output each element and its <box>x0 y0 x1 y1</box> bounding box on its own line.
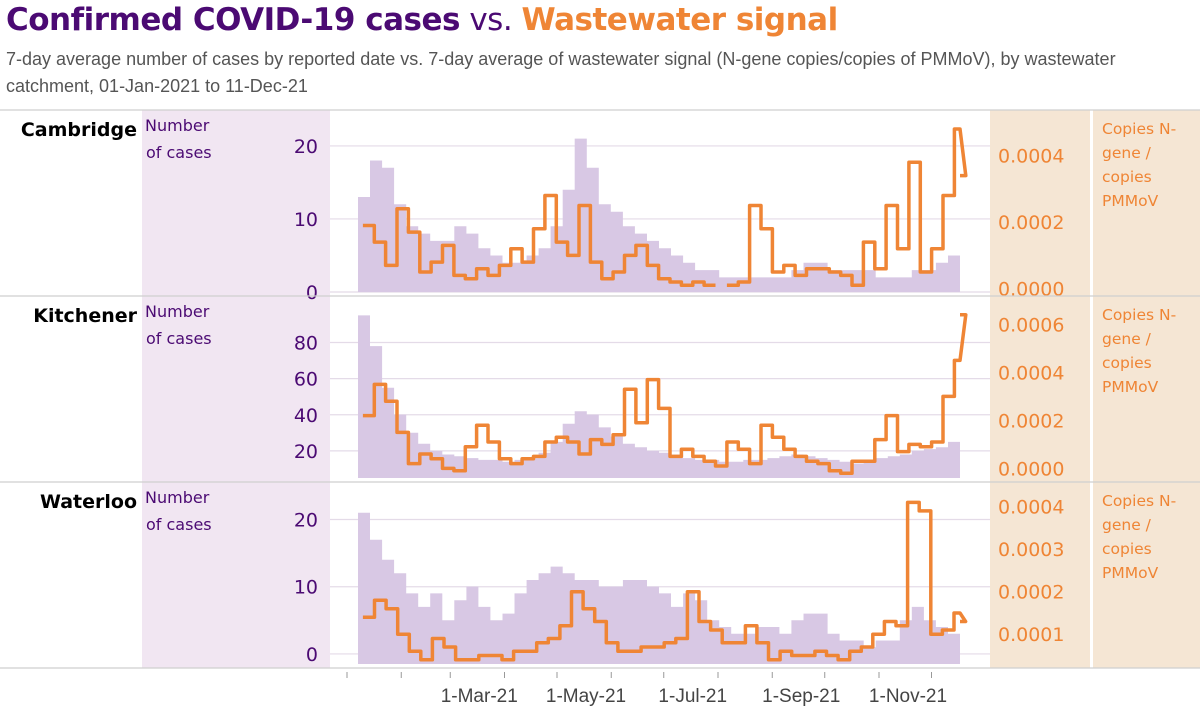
y-tick-label: 20 <box>294 510 318 532</box>
x-tick-label: 1-Jul-21 <box>658 686 727 707</box>
y2-axis-title: copies <box>1102 540 1152 558</box>
y-tick-label: 20 <box>294 441 318 463</box>
x-tick-label: 1-May-21 <box>546 686 626 707</box>
y2-tick-label: 0.0002 <box>998 212 1064 234</box>
y2-axis-title: gene / <box>1102 516 1152 534</box>
y2-tick-label: 0.0000 <box>998 458 1064 480</box>
y-axis-title: Number <box>145 116 210 135</box>
wastewater-line <box>362 313 968 475</box>
y2-axis-title: gene / <box>1102 330 1152 348</box>
y2-tick-label: 0.0002 <box>998 582 1064 604</box>
wastewater-line <box>362 127 968 288</box>
y2-tick-label: 0.0003 <box>998 539 1064 561</box>
y-axis-title: of cases <box>146 329 212 348</box>
chart-title: Confirmed COVID-19 cases vs. Wastewater … <box>6 2 838 38</box>
y-tick-label: 0 <box>306 282 318 304</box>
right-axis-band <box>990 110 1090 668</box>
y-tick-label: 80 <box>294 333 318 355</box>
left-axis-band <box>142 110 330 668</box>
panel-kitchener: 20 40 60 80 0.0000 0.0002 0.0004 0.0006 Kitchene… <box>0 302 1200 483</box>
y2-tick-label: 0.0004 <box>998 497 1064 519</box>
y-tick-label: 0 <box>306 644 318 666</box>
y2-tick-label: 0.0000 <box>998 279 1064 301</box>
y2-axis-title: Copies N- <box>1102 492 1176 510</box>
row-label-cambridge: Cambridge <box>21 119 137 141</box>
cases-area <box>358 138 960 292</box>
y2-axis-title: Copies N- <box>1102 120 1176 138</box>
title-cases: Confirmed COVID-19 cases <box>6 2 460 38</box>
y-tick-label: 10 <box>294 577 318 599</box>
wastewater-line <box>362 500 968 662</box>
row-label-waterloo: Waterloo <box>40 491 137 513</box>
y2-axis-title: PMMoV <box>1102 192 1159 210</box>
y2-axis-title: gene / <box>1102 144 1152 162</box>
y-axis-title: Number <box>145 302 210 321</box>
y2-axis-title: PMMoV <box>1102 378 1159 396</box>
y-axis-title: Number <box>145 488 210 507</box>
row-label-kitchener: Kitchener <box>33 305 137 327</box>
y-tick-label: 10 <box>294 209 318 231</box>
panel-cambridge: 0 10 20 0.0000 0.0002 0.0004 Cambridge Number of… <box>0 116 1200 304</box>
y2-tick-label: 0.0006 <box>998 314 1064 336</box>
y2-axis-title: copies <box>1102 168 1152 186</box>
y-axis-title: of cases <box>146 143 212 162</box>
x-tick-label: 1-Sep-21 <box>762 686 840 707</box>
title-vs: vs. <box>459 2 522 38</box>
cases-area <box>358 512 960 664</box>
y-tick-label: 40 <box>294 405 318 427</box>
right-label-band <box>1093 110 1200 668</box>
y2-tick-label: 0.0002 <box>998 410 1064 432</box>
x-tick-label: 1-Mar-21 <box>441 686 518 707</box>
chart-subtitle: 7-day average number of cases by reporte… <box>6 49 1116 96</box>
y2-axis-title: copies <box>1102 354 1152 372</box>
y-tick-label: 60 <box>294 369 318 391</box>
y2-tick-label: 0.0001 <box>998 624 1064 646</box>
panel-waterloo: 0 10 20 0.0001 0.0002 0.0003 0.0004 Waterloo Num… <box>0 488 1200 669</box>
y2-tick-label: 0.0004 <box>998 362 1064 384</box>
x-tick-label: 1-Nov-21 <box>869 686 947 707</box>
y-axis-title: of cases <box>146 515 212 534</box>
title-wastewater: Wastewater signal <box>521 2 839 38</box>
y2-axis-title: PMMoV <box>1102 564 1159 582</box>
y2-tick-label: 0.0004 <box>998 146 1064 168</box>
y-tick-label: 20 <box>294 136 318 158</box>
y2-axis-title: Copies N- <box>1102 306 1176 324</box>
